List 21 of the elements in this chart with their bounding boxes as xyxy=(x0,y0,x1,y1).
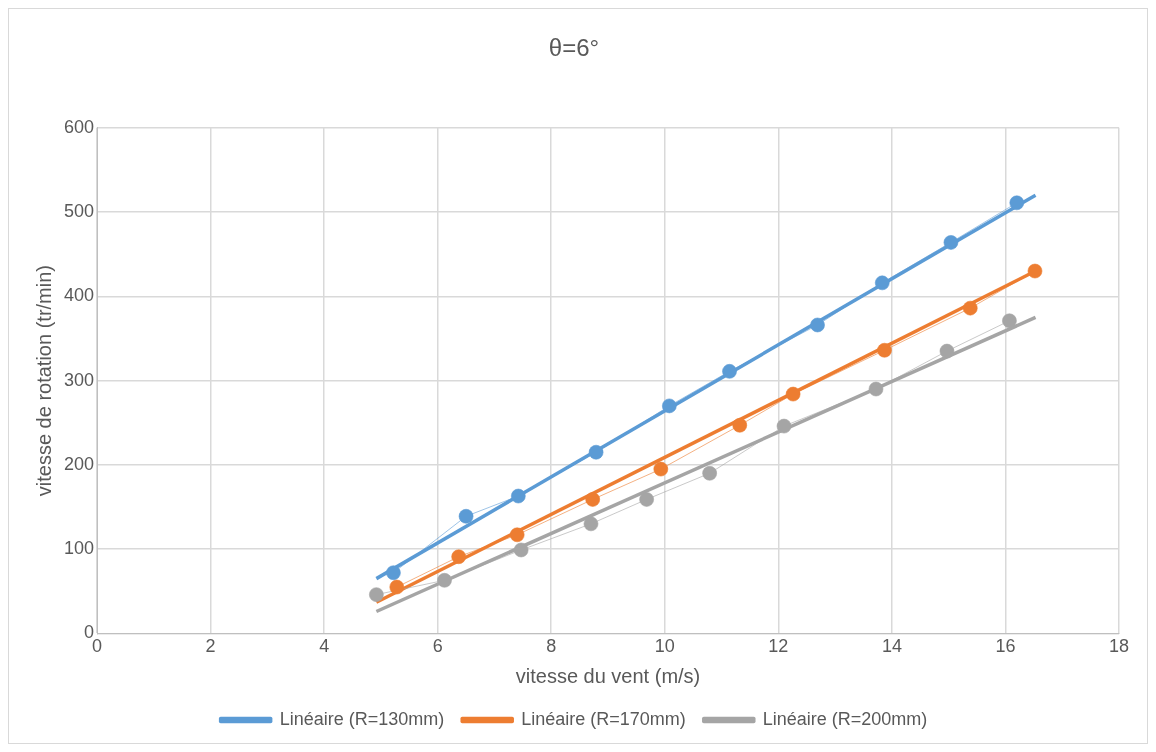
y-tick-label: 500 xyxy=(63,201,95,222)
chart-title: θ=6° xyxy=(548,34,600,62)
x-tick-label: 8 xyxy=(546,636,557,657)
legend-label: Linéaire (R=130mm) xyxy=(279,708,445,729)
x-tick-label: 16 xyxy=(995,636,1016,657)
x-tick-label: 2 xyxy=(205,636,216,657)
y-tick-label: 400 xyxy=(63,285,95,306)
y-tick-label: 200 xyxy=(63,453,95,474)
x-axis-title: vitesse du vent (m/s) xyxy=(515,664,701,687)
y-tick-label: 600 xyxy=(63,116,95,137)
y-tick-label: 300 xyxy=(63,369,95,390)
legend-label: Linéaire (R=200mm) xyxy=(762,708,928,729)
x-tick-label: 18 xyxy=(1108,636,1130,657)
legend-label: Linéaire (R=170mm) xyxy=(521,708,686,729)
y-axis-title: vitesse de rotation (tr/min) xyxy=(32,265,55,497)
x-tick-label: 14 xyxy=(881,636,902,657)
y-tick-label: 100 xyxy=(63,538,95,559)
x-tick-label: 10 xyxy=(654,636,675,657)
x-tick-label: 6 xyxy=(432,636,443,657)
x-tick-label: 12 xyxy=(768,636,789,657)
x-tick-label: 4 xyxy=(319,636,330,657)
